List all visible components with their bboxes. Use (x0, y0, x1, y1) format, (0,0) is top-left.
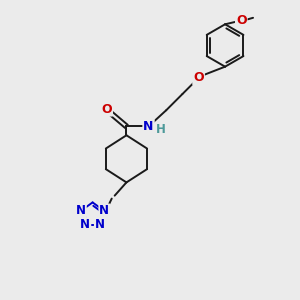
Text: N: N (99, 205, 109, 218)
Text: N: N (80, 218, 90, 231)
Text: O: O (193, 71, 204, 84)
Text: O: O (236, 14, 247, 27)
Text: O: O (101, 103, 112, 116)
Text: H: H (156, 123, 166, 136)
Text: N: N (95, 218, 105, 231)
Text: N: N (76, 205, 86, 218)
Text: N: N (143, 120, 154, 133)
